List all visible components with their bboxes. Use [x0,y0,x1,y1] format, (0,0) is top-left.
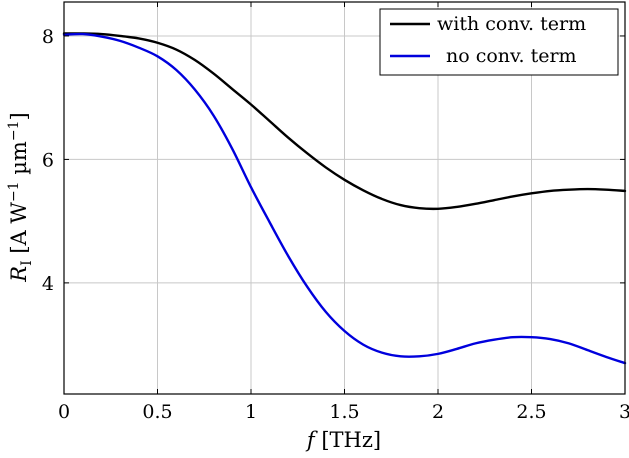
legend-label-with-conv-term: with conv. term [437,13,586,35]
x-tick-label: 2 [432,401,444,423]
x-tick-label: 3 [619,401,629,423]
x-tick-label: 1 [245,401,257,423]
legend-box [379,8,619,76]
x-tick-label: 0.5 [142,401,172,423]
x-axis-label: f [THz] [305,428,381,452]
y-axis-label: RI [A W−1 µm−1] [6,112,35,282]
y-tick-label: 4 [42,273,54,295]
axis-ticks: 0 0.5 1 1.5 2 2.5 3 4 6 8 [42,2,629,423]
series-line-with-conv-term [62,32,627,211]
y-tick-label: 6 [42,149,54,171]
legend: with conv. term no conv. term [379,8,619,76]
legend-label-no-conv-term: no conv. term [446,45,577,67]
x-tick-label: 1.5 [329,401,359,423]
x-tick-label: 2.5 [516,401,546,423]
x-tick-label: 0 [58,401,70,423]
y-tick-label: 8 [42,26,54,48]
series-line-no-conv-term [62,32,627,365]
series-lines [62,32,627,365]
